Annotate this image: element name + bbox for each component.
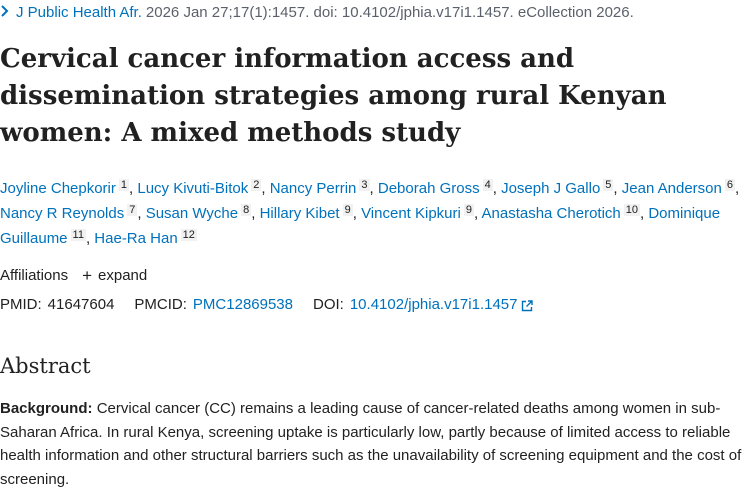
author-item: Dominique Guillaume 11: [0, 205, 720, 247]
authors-list: Joyline Chepkorir 1, Lucy Kivuti-Bitok 2, …: [0, 179, 740, 247]
author-link[interactable]: Hillary Kibet: [259, 205, 340, 222]
author-item: Hae-Ra Han 12: [94, 229, 197, 247]
abstract-heading: Abstract: [0, 354, 91, 378]
author-item: Joseph J Gallo 5: [501, 179, 614, 197]
background-text: Cervical cancer (CC) remains a leading c…: [0, 400, 742, 488]
affiliation-number[interactable]: 2: [251, 179, 262, 191]
affiliation-number[interactable]: 3: [359, 179, 370, 191]
author-item: Susan Wyche 8: [145, 204, 252, 222]
pmcid-label: PMCID:: [134, 296, 187, 313]
author-link[interactable]: Dominique Guillaume: [0, 205, 721, 247]
pmcid-link[interactable]: PMC12869538: [192, 296, 293, 313]
author-item: Deborah Gross 4: [377, 179, 493, 197]
author-item: Lucy Kivuti-Bitok 2: [137, 179, 262, 197]
author-item: Nancy R Reynolds 7: [0, 204, 138, 222]
abstract-background: Background: Cervical cancer (CC) remains…: [0, 397, 748, 491]
doi-link[interactable]: 10.4102/jphia.v17i1.1457: [349, 296, 518, 313]
affiliation-number[interactable]: 4: [482, 179, 493, 191]
author-item: Hillary Kibet 9: [259, 204, 353, 222]
affiliation-number[interactable]: 1: [118, 179, 130, 191]
affiliations-label: Affiliations: [0, 267, 69, 284]
external-link-icon[interactable]: [521, 299, 533, 311]
author-link[interactable]: Hae-Ra Han: [94, 230, 178, 247]
identifiers-row: PMID: 41647604 PMCID: PMC12869538 DOI: 1…: [0, 296, 533, 313]
affiliation-number[interactable]: 5: [603, 179, 614, 191]
plus-icon[interactable]: +: [82, 266, 93, 285]
doi-label: DOI:: [313, 296, 344, 313]
author-link[interactable]: Joyline Chepkorir: [0, 180, 116, 197]
author-link[interactable]: Nancy R Reynolds: [0, 205, 125, 222]
article-title: Cervical cancer information access and d…: [0, 44, 667, 148]
author-link[interactable]: Nancy Perrin: [269, 180, 357, 197]
author-item: Nancy Perrin 3: [269, 179, 370, 197]
author-link[interactable]: Deborah Gross: [377, 180, 480, 197]
author-item: Joyline Chepkorir 1: [0, 179, 130, 197]
author-link[interactable]: Lucy Kivuti-Bitok: [137, 180, 249, 197]
pmid-value: 41647604: [47, 296, 115, 313]
background-label: Background:: [0, 400, 93, 417]
citation-details: 2026 Jan 27;17(1):1457. doi: 10.4102/jph…: [145, 4, 634, 21]
affiliation-number[interactable]: 11: [70, 229, 86, 241]
affiliation-number[interactable]: 9: [342, 204, 353, 216]
affiliation-number[interactable]: 6: [724, 179, 735, 191]
pmid-label: PMID:: [0, 296, 42, 313]
citation-line: J Public Health Afr. 2026 Jan 27;17(1):1…: [0, 4, 634, 21]
chevron-right-icon[interactable]: [0, 4, 10, 21]
author-link[interactable]: Anastasha Cherotich: [481, 205, 621, 222]
author-link[interactable]: Joseph J Gallo: [501, 180, 601, 197]
affiliation-number[interactable]: 9: [463, 204, 474, 216]
author-link[interactable]: Vincent Kipkuri: [361, 205, 461, 222]
journal-link[interactable]: J Public Health Afr.: [16, 4, 142, 21]
expand-affiliations-button[interactable]: expand: [98, 267, 148, 284]
affiliation-number[interactable]: 7: [127, 204, 138, 216]
author-item: Vincent Kipkuri 9: [361, 204, 474, 222]
affiliation-number[interactable]: 10: [623, 204, 640, 216]
author-item: Jean Anderson 6: [621, 179, 735, 197]
affiliations-row: Affiliations + expand: [0, 267, 147, 284]
author-link[interactable]: Susan Wyche: [145, 205, 239, 222]
affiliation-number[interactable]: 12: [180, 229, 197, 241]
author-link[interactable]: Jean Anderson: [621, 180, 722, 197]
author-item: Anastasha Cherotich 10: [481, 204, 640, 222]
affiliation-number[interactable]: 8: [241, 204, 252, 216]
